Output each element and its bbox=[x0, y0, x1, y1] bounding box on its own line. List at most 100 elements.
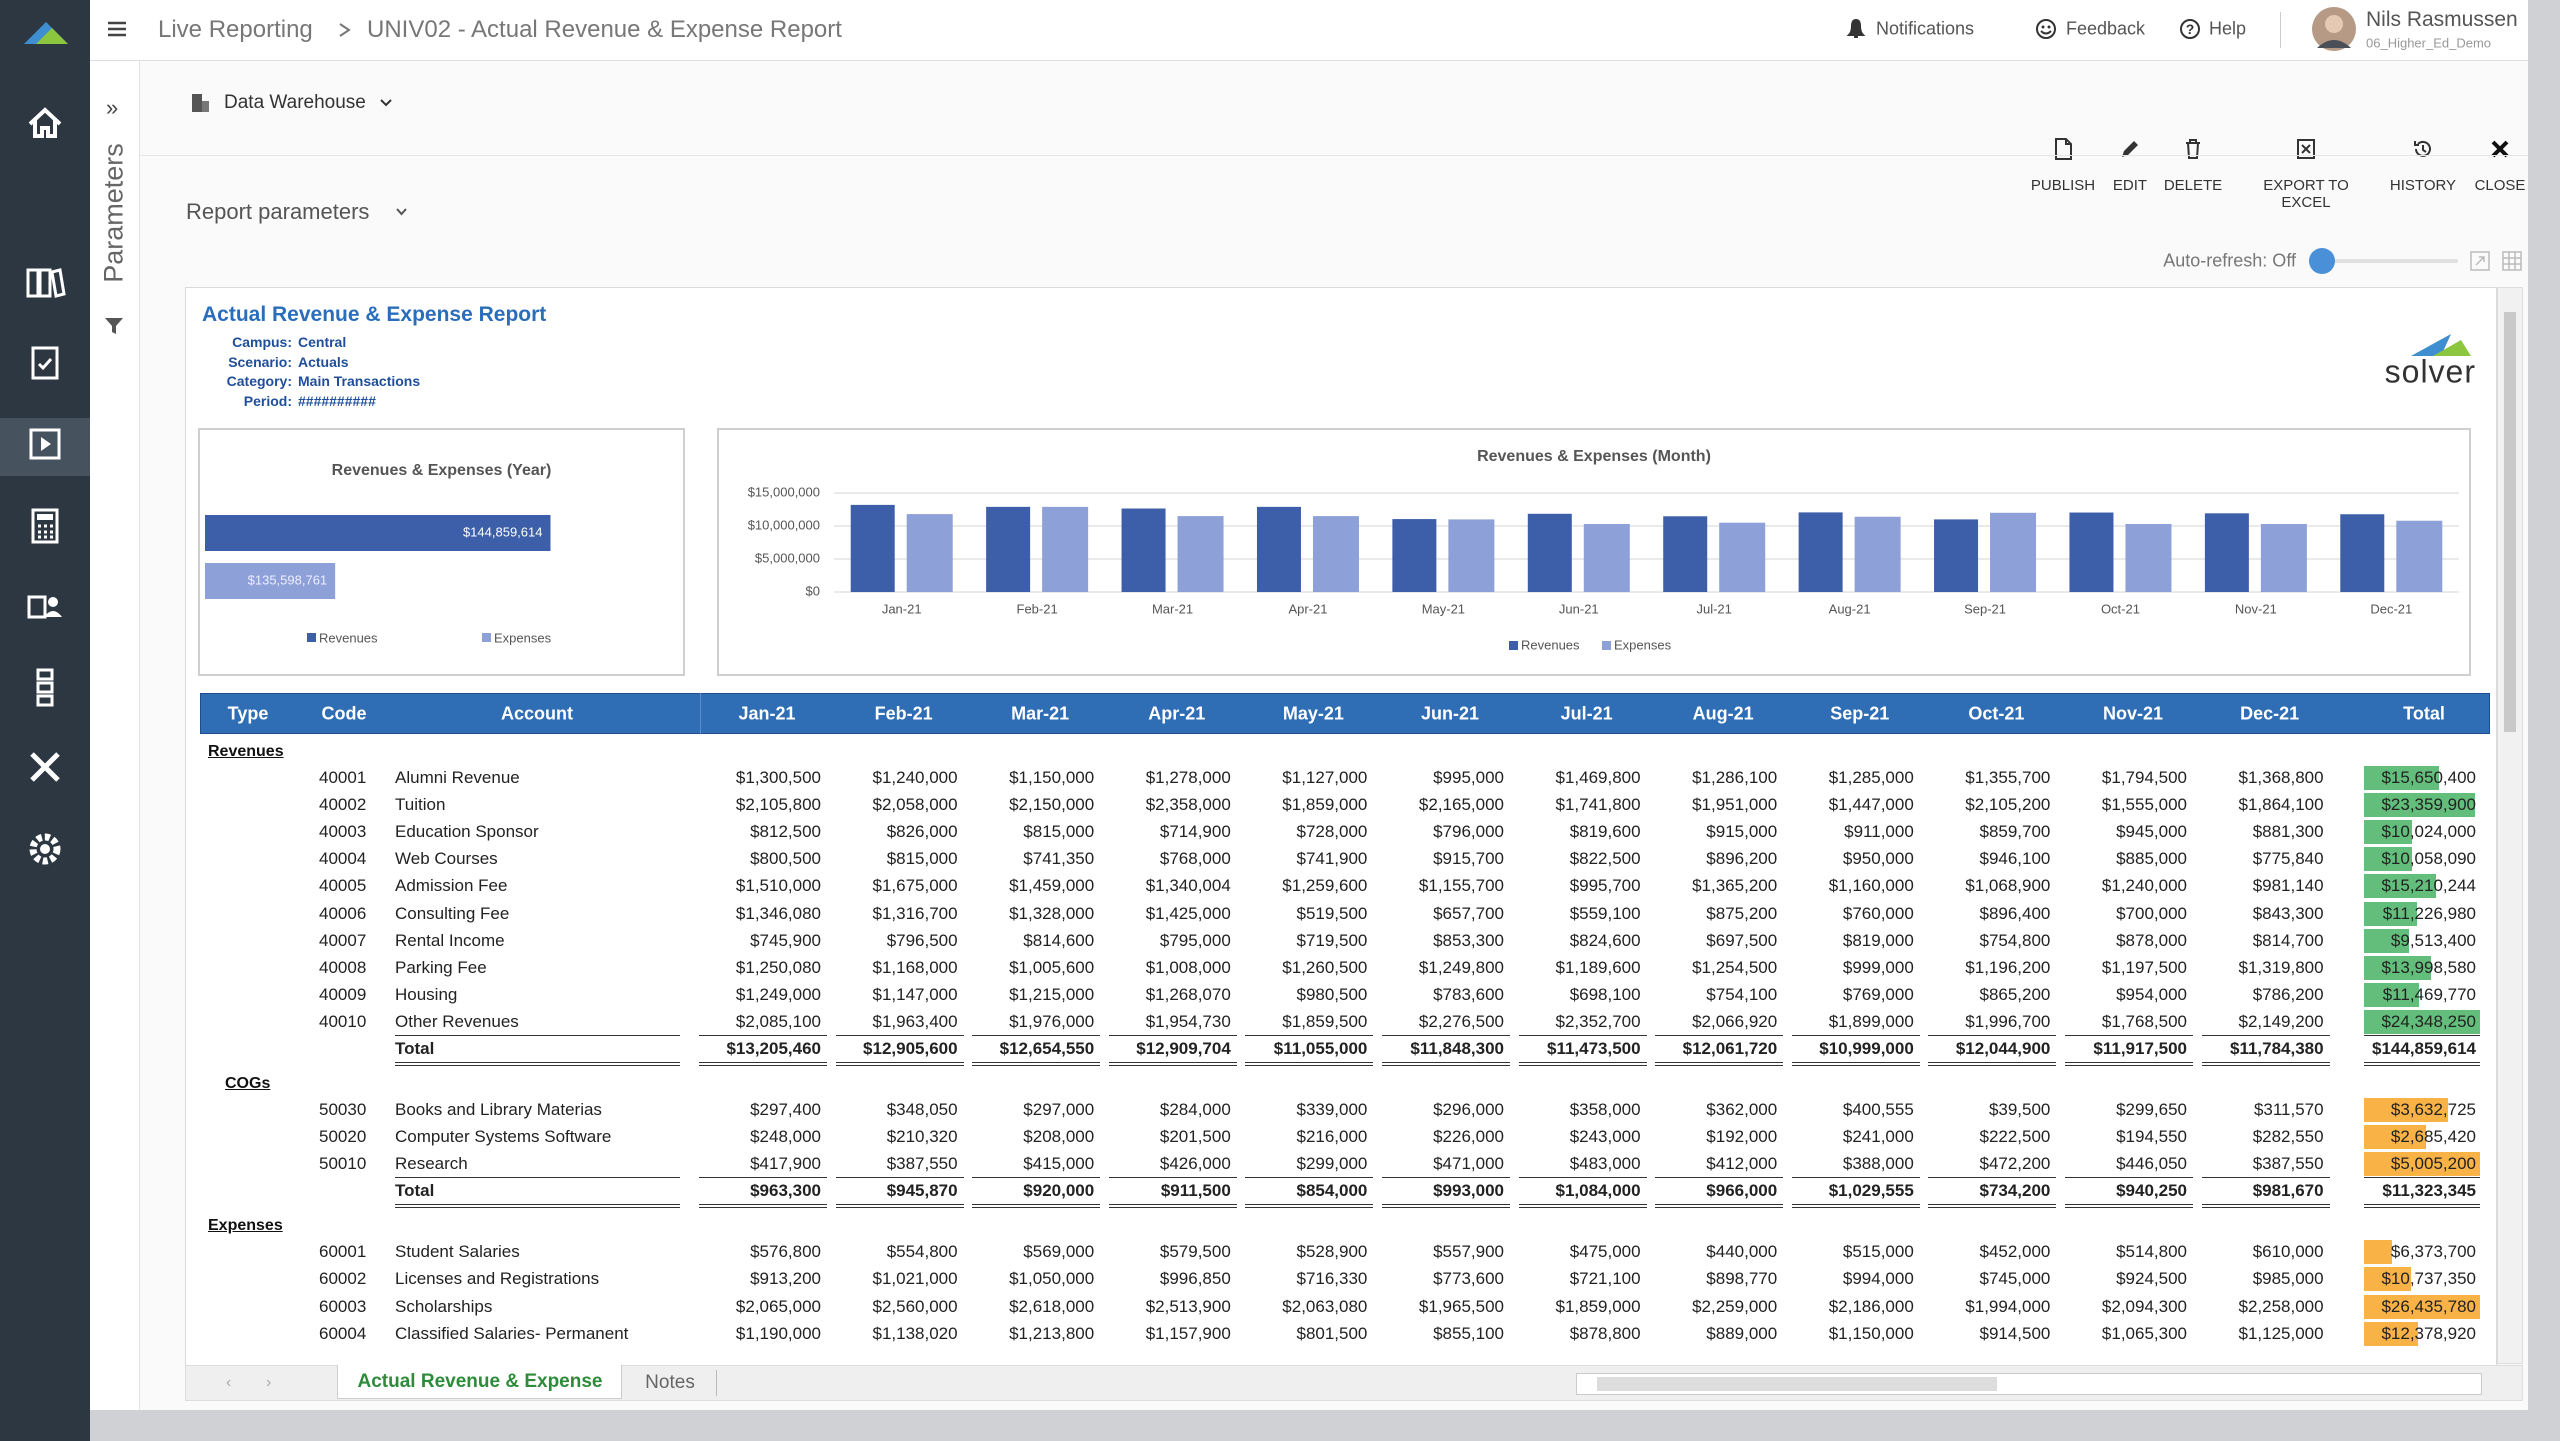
cell-value: $2,259,000 bbox=[1692, 1297, 1777, 1317]
action-icon[interactable] bbox=[2181, 137, 2205, 161]
report-parameters[interactable]: Report parameters bbox=[186, 199, 369, 225]
cell-value: $2,513,900 bbox=[1146, 1297, 1231, 1317]
app-logo[interactable] bbox=[22, 18, 70, 46]
x-tick-label: Jan-21 bbox=[882, 601, 922, 616]
tab-label[interactable]: Notes bbox=[645, 1372, 695, 1394]
cell-value: $1,859,500 bbox=[1282, 1012, 1367, 1032]
y-tick-label: $10,000,000 bbox=[748, 517, 820, 532]
help-icon[interactable]: ? bbox=[2179, 18, 2201, 40]
nav-reports[interactable] bbox=[22, 421, 68, 467]
action-label[interactable]: CLOSE bbox=[2445, 177, 2555, 194]
scroll-thumb[interactable] bbox=[2504, 312, 2516, 732]
total-rule bbox=[1792, 1177, 1920, 1178]
expand-icon[interactable] bbox=[2470, 251, 2490, 271]
cell-value: $913,200 bbox=[750, 1269, 821, 1289]
filter-icon[interactable] bbox=[104, 316, 124, 336]
total-double-rule bbox=[1655, 1204, 1783, 1208]
cell-value: $472,200 bbox=[1979, 1154, 2050, 1174]
horizontal-scrollbar[interactable] bbox=[1576, 1373, 2482, 1395]
account-code: 50030 bbox=[319, 1100, 366, 1120]
source-selector[interactable]: Data Warehouse bbox=[224, 92, 366, 114]
nav-calculator[interactable] bbox=[22, 503, 68, 549]
grid-icon[interactable] bbox=[2502, 251, 2522, 271]
nav-tools[interactable] bbox=[22, 744, 68, 790]
caret[interactable] bbox=[380, 99, 392, 107]
cell-value: $657,700 bbox=[1433, 904, 1504, 924]
x-tick-label: Sep-21 bbox=[1964, 601, 2006, 616]
value-label: $135,598,761 bbox=[248, 572, 328, 587]
nav-workflow[interactable] bbox=[22, 664, 68, 710]
tab-next[interactable]: › bbox=[266, 1374, 271, 1392]
caret[interactable] bbox=[396, 208, 407, 216]
expand-button[interactable]: » bbox=[106, 95, 118, 121]
toggle-knob[interactable] bbox=[2309, 248, 2335, 274]
feedback[interactable]: Feedback bbox=[2066, 19, 2145, 40]
action-button[interactable]: DELETE bbox=[2138, 133, 2248, 203]
cell-value: $554,800 bbox=[887, 1242, 958, 1262]
nav-settings[interactable] bbox=[22, 826, 68, 872]
action-button[interactable]: EXPORT TO EXCEL bbox=[2251, 133, 2361, 203]
cell-value: $2,094,300 bbox=[2102, 1297, 2187, 1317]
nav-users[interactable] bbox=[22, 583, 68, 629]
bell-icon[interactable] bbox=[1846, 18, 1866, 40]
cell-value: $1,675,000 bbox=[873, 876, 958, 896]
user-name[interactable]: Nils Rasmussen bbox=[2366, 8, 2518, 32]
warehouse-icon bbox=[189, 92, 211, 114]
cell-value: $388,000 bbox=[1843, 1154, 1914, 1174]
total-double-rule bbox=[836, 1062, 964, 1066]
nav-library[interactable] bbox=[22, 260, 68, 306]
breadcrumb-link[interactable]: Live Reporting bbox=[158, 16, 313, 44]
nav-tasks[interactable] bbox=[22, 340, 68, 386]
tab-label[interactable]: Actual Revenue & Expense bbox=[358, 1371, 603, 1393]
menu-button[interactable] bbox=[108, 21, 126, 37]
action-icon[interactable] bbox=[2488, 137, 2512, 161]
notifications[interactable]: Notifications bbox=[1876, 19, 1974, 40]
cell-value: $814,600 bbox=[1023, 931, 1094, 951]
feedback-icon[interactable] bbox=[2035, 18, 2057, 40]
action-button[interactable]: CLOSE bbox=[2445, 133, 2555, 203]
cell-value: $914,500 bbox=[1979, 1324, 2050, 1344]
legend-label: Expenses bbox=[494, 630, 552, 645]
scroll-thumb[interactable] bbox=[1597, 1377, 1997, 1391]
toggle-track[interactable] bbox=[2322, 259, 2458, 263]
column-header: May-21 bbox=[1283, 704, 1344, 725]
cell-value: $754,800 bbox=[1979, 931, 2050, 951]
tab-prev[interactable]: ‹ bbox=[226, 1374, 231, 1392]
total-value: $9,513,400 bbox=[2391, 931, 2476, 951]
avatar[interactable] bbox=[2311, 6, 2357, 52]
total-double-rule bbox=[972, 1062, 1100, 1066]
cell-value: $415,000 bbox=[1023, 1154, 1094, 1174]
cell-value: $859,700 bbox=[1979, 822, 2050, 842]
account-name: Rental Income bbox=[395, 931, 505, 951]
action-icon[interactable] bbox=[2051, 137, 2075, 161]
bar bbox=[1719, 523, 1765, 592]
cell-value: $412,000 bbox=[1706, 1154, 1777, 1174]
cell-value: $2,066,920 bbox=[1692, 1012, 1777, 1032]
total-double-rule bbox=[699, 1062, 827, 1066]
total-rule bbox=[1245, 1035, 1373, 1036]
action-label[interactable]: EXPORT TO EXCEL bbox=[2251, 177, 2361, 211]
action-icon[interactable] bbox=[2294, 137, 2318, 161]
total-rule bbox=[1655, 1035, 1783, 1036]
nav-home[interactable] bbox=[22, 100, 68, 146]
cell-value: $1,741,800 bbox=[1556, 795, 1641, 815]
help[interactable]: Help bbox=[2209, 19, 2246, 40]
column-header: Feb-21 bbox=[875, 704, 933, 725]
value-label: $144,859,614 bbox=[463, 524, 543, 539]
total-cell: $734,200 bbox=[1979, 1181, 2050, 1201]
cell-value: $814,700 bbox=[2253, 931, 2324, 951]
cell-value: $1,340,004 bbox=[1146, 876, 1231, 896]
action-icon[interactable] bbox=[2411, 137, 2435, 161]
vertical-scrollbar[interactable] bbox=[2497, 287, 2523, 1364]
active-tab[interactable]: Actual Revenue & Expense bbox=[337, 1365, 622, 1399]
action-label[interactable]: DELETE bbox=[2138, 177, 2248, 194]
total-rule bbox=[1519, 1035, 1647, 1036]
cell-value: $1,859,000 bbox=[1556, 1297, 1641, 1317]
parameters-label[interactable]: Parameters bbox=[99, 143, 130, 283]
cell-value: $243,000 bbox=[1570, 1127, 1641, 1147]
cell-value: $559,100 bbox=[1570, 904, 1641, 924]
legend-swatch bbox=[1602, 641, 1611, 650]
total-double-rule bbox=[1109, 1062, 1237, 1066]
x-tick-label: May-21 bbox=[1422, 601, 1465, 616]
account-name: Admission Fee bbox=[395, 876, 507, 896]
